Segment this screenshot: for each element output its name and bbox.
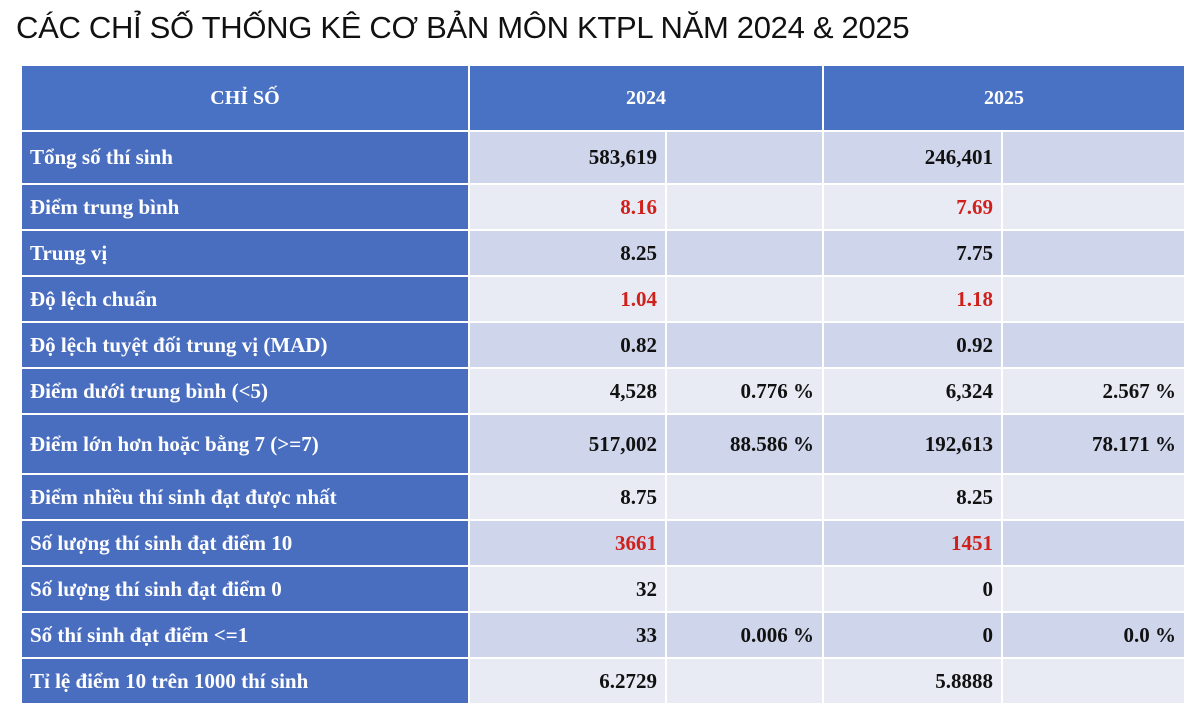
- header-cell: 2025: [822, 64, 1186, 132]
- value-cell: 7.69: [822, 183, 1003, 231]
- row: Điểm lớn hơn hoặc bằng 7 (>=7) 517,002 88.…: [20, 413, 1186, 475]
- value-cell: [1001, 275, 1186, 323]
- value-cell: [665, 657, 824, 705]
- value-cell: 4,528: [468, 367, 667, 415]
- row-label: Điểm nhiều thí sinh đạt được nhất: [20, 473, 470, 521]
- value-cell: 2.567 %: [1001, 367, 1186, 415]
- row: Số lượng thí sinh đạt điểm 0 32 0: [20, 565, 1186, 613]
- row-label: Số lượng thí sinh đạt điểm 10: [20, 519, 470, 567]
- value-cell: 6.2729: [468, 657, 667, 705]
- value-cell: 33: [468, 611, 667, 659]
- value-cell: [665, 565, 824, 613]
- row-label: Điểm dưới trung bình (<5): [20, 367, 470, 415]
- row: Độ lệch tuyệt đối trung vị (MAD) 0.82 0.92: [20, 321, 1186, 369]
- row-label: Độ lệch chuẩn: [20, 275, 470, 323]
- value-cell: [1001, 229, 1186, 277]
- value-cell: 6,324: [822, 367, 1003, 415]
- value-cell: [1001, 657, 1186, 705]
- value-cell: [1001, 183, 1186, 231]
- row: Điểm nhiều thí sinh đạt được nhất 8.75 8.2…: [20, 473, 1186, 521]
- row-label: Số thí sinh đạt điểm <=1: [20, 611, 470, 659]
- value-cell: 0.92: [822, 321, 1003, 369]
- row-label: Độ lệch tuyệt đối trung vị (MAD): [20, 321, 470, 369]
- value-cell: [665, 275, 824, 323]
- value-cell: 0.006 %: [665, 611, 824, 659]
- value-cell: 78.171 %: [1001, 413, 1186, 475]
- row: Tổng số thí sinh 583,619 246,401: [20, 130, 1186, 185]
- title: CÁC CHỈ SỐ THỐNG KÊ CƠ BẢN MÔN KTPL NĂM …: [16, 10, 910, 45]
- row-label: Điểm lớn hơn hoặc bằng 7 (>=7): [20, 413, 470, 475]
- value-cell: 7.75: [822, 229, 1003, 277]
- value-cell: 583,619: [468, 130, 667, 185]
- value-cell: [665, 321, 824, 369]
- value-cell: 1451: [822, 519, 1003, 567]
- value-cell: [665, 183, 824, 231]
- value-cell: 8.25: [468, 229, 667, 277]
- row: Số thí sinh đạt điểm <=1 33 0.006 % 0 0.0 %: [20, 611, 1186, 659]
- value-cell: 0: [822, 611, 1003, 659]
- value-cell: 0.82: [468, 321, 667, 369]
- value-cell: [665, 229, 824, 277]
- value-cell: 8.25: [822, 473, 1003, 521]
- value-cell: 5.8888: [822, 657, 1003, 705]
- row: Điểm dưới trung bình (<5) 4,528 0.776 % 6,3…: [20, 367, 1186, 415]
- value-cell: 3661: [468, 519, 667, 567]
- row: Điểm trung bình 8.16 7.69: [20, 183, 1186, 231]
- row-label: Tổng số thí sinh: [20, 130, 470, 185]
- value-cell: 246,401: [822, 130, 1003, 185]
- value-cell: 1.04: [468, 275, 667, 323]
- value-cell: 517,002: [468, 413, 667, 475]
- value-cell: 88.586 %: [665, 413, 824, 475]
- value-cell: [665, 519, 824, 567]
- row-label: Số lượng thí sinh đạt điểm 0: [20, 565, 470, 613]
- value-cell: 0: [822, 565, 1003, 613]
- value-cell: [1001, 565, 1186, 613]
- value-cell: 0.0 %: [1001, 611, 1186, 659]
- value-cell: [1001, 519, 1186, 567]
- row: Trung vị 8.25 7.75: [20, 229, 1186, 277]
- value-cell: 0.776 %: [665, 367, 824, 415]
- value-cell: [1001, 473, 1186, 521]
- row-label: Điểm trung bình: [20, 183, 470, 231]
- row-label: Trung vị: [20, 229, 470, 277]
- row-label: Tỉ lệ điểm 10 trên 1000 thí sinh: [20, 657, 470, 705]
- stats-table: CHỈ SỐ 2024 2025 Tổng số thí sinh 583,619…: [20, 64, 1186, 705]
- header-cell: CHỈ SỐ: [20, 64, 470, 132]
- row: Độ lệch chuẩn 1.04 1.18: [20, 275, 1186, 323]
- value-cell: 8.75: [468, 473, 667, 521]
- value-cell: [665, 473, 824, 521]
- value-cell: [1001, 130, 1186, 185]
- header-row: CHỈ SỐ 2024 2025: [20, 64, 1186, 132]
- row: Số lượng thí sinh đạt điểm 10 3661 1451: [20, 519, 1186, 567]
- row: Tỉ lệ điểm 10 trên 1000 thí sinh 6.2729 5.…: [20, 657, 1186, 705]
- value-cell: 192,613: [822, 413, 1003, 475]
- value-cell: 32: [468, 565, 667, 613]
- header-cell: 2024: [468, 64, 824, 132]
- value-cell: [1001, 321, 1186, 369]
- value-cell: 8.16: [468, 183, 667, 231]
- value-cell: 1.18: [822, 275, 1003, 323]
- value-cell: [665, 130, 824, 185]
